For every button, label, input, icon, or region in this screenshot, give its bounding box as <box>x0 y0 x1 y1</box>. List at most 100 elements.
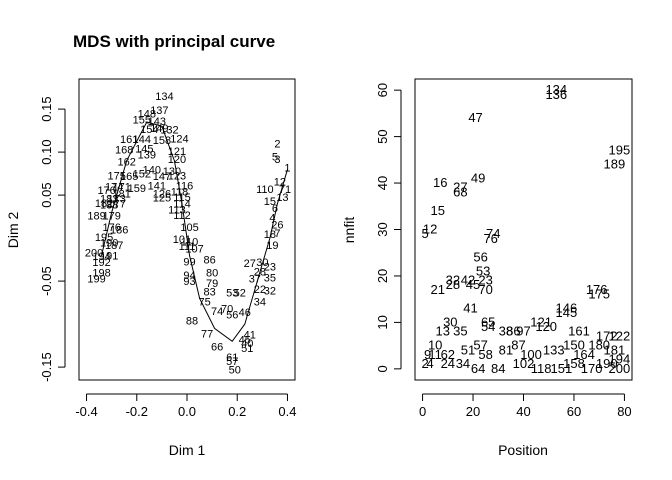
left-point-label: 88 <box>186 316 198 328</box>
left-point-label: 118 <box>171 187 189 199</box>
right-point-label: 189 <box>603 156 625 171</box>
right-x-tick-label: 80 <box>617 404 631 419</box>
left-point-label: 191 <box>100 250 118 262</box>
left-point-label: 176 <box>102 222 120 234</box>
left-point-label: 183 <box>100 194 118 206</box>
right-point-label: 32 <box>446 273 460 288</box>
left-point-label: 189 <box>87 211 105 223</box>
left-point-label: 152 <box>133 169 151 181</box>
left-point-label: 190 <box>100 237 118 249</box>
left-point-label: 28 <box>254 267 266 279</box>
left-point-label: 194 <box>92 251 110 263</box>
right-point-label: 120 <box>535 319 557 334</box>
left-point-label: 113 <box>168 205 186 217</box>
right-point-label: 133 <box>543 342 565 357</box>
right-point-label: 172 <box>596 328 618 343</box>
left-point-label: 4 <box>269 212 275 224</box>
left-point-label: 175 <box>107 170 125 182</box>
left-point-label: 173 <box>107 194 125 206</box>
right-point-label: 74 <box>486 226 500 241</box>
left-point-label: 198 <box>92 268 110 280</box>
left-point-label: 125 <box>153 193 171 205</box>
left-point-label: 12 <box>274 176 286 188</box>
right-point-label: 58 <box>478 347 492 362</box>
right-y-tick-label: 0 <box>375 365 390 372</box>
left-point-label: 132 <box>160 125 178 137</box>
left-point-label: 7 <box>274 228 280 240</box>
right-point-label: 118 <box>531 361 552 376</box>
left-point-label: 114 <box>173 199 191 211</box>
right-point-label: 23 <box>478 273 492 288</box>
left-point-label: 56 <box>226 310 238 322</box>
left-point-label: 61 <box>226 352 238 364</box>
right-y-axis-label: nnfit <box>341 217 357 244</box>
right-point-label: 15 <box>430 203 444 218</box>
left-point-label: 53 <box>226 287 238 299</box>
left-point-label: 145 <box>135 144 153 156</box>
right-point-label: 181 <box>603 342 625 357</box>
left-point-label: 79 <box>206 278 218 290</box>
left-point-label: 123 <box>168 170 186 182</box>
left-point-label: 143 <box>148 116 166 128</box>
left-point-label: 37 <box>249 274 261 286</box>
right-point-label: 30 <box>443 314 457 329</box>
left-point-label: 107 <box>185 243 203 255</box>
left-point-label: 77 <box>201 329 213 341</box>
right-point-label: 180 <box>588 338 610 353</box>
left-point-label: 34 <box>254 297 266 309</box>
right-point-label: 54 <box>481 319 495 334</box>
left-point-label: 148 <box>138 108 156 120</box>
left-point-label: 187 <box>105 240 123 252</box>
left-point-label: 101 <box>173 234 191 246</box>
left-y-tick-label: -0.05 <box>39 266 54 296</box>
right-point-label: 150 <box>563 338 585 353</box>
right-point-label: 24 <box>441 356 455 371</box>
left-point-label: 18 <box>264 229 276 241</box>
left-y-tick-label: 0.05 <box>39 182 54 207</box>
left-point-label: 94 <box>183 270 195 282</box>
left-point-label: 139 <box>138 150 156 162</box>
left-point-label: 66 <box>211 341 223 353</box>
left-point-label: 46 <box>239 307 251 319</box>
left-point-label: 32 <box>264 286 276 298</box>
right-point-label: 81 <box>499 342 513 357</box>
right-point-label: 65 <box>481 314 495 329</box>
right-point-label: 100 <box>520 347 542 362</box>
left-y-tick-label: 0.10 <box>39 139 54 164</box>
left-x-tick-label: 0.2 <box>228 404 246 419</box>
right-point-label: 151 <box>550 361 572 376</box>
right-y-tick-label: 60 <box>375 83 390 97</box>
left-point-label: 75 <box>198 297 210 309</box>
right-x-tick-label: 40 <box>516 404 530 419</box>
left-point-label: 155 <box>133 114 151 126</box>
right-point-label: 170 <box>581 361 603 376</box>
left-point-label: 116 <box>176 181 194 193</box>
left-point-label: 126 <box>153 188 171 200</box>
right-y-tick-label: 20 <box>375 269 390 283</box>
left-x-tick-label: 0.4 <box>278 404 296 419</box>
left-point-label: 1 <box>284 163 290 175</box>
left-plot-frame <box>78 78 296 381</box>
left-point-label: 141 <box>148 181 166 193</box>
right-point-label: 28 <box>446 277 460 292</box>
right-x-axis: 0 20 40 60 80 <box>419 393 632 419</box>
right-point-label: 158 <box>563 356 585 371</box>
left-point-label: 181 <box>113 188 131 200</box>
left-x-tick-label: -0.4 <box>75 404 97 419</box>
right-point-label: 97 <box>516 324 530 339</box>
right-point-label: 145 <box>556 305 578 320</box>
right-point-label: 12 <box>423 222 437 237</box>
left-point-label: 177 <box>107 199 125 211</box>
right-point-label: 161 <box>568 324 590 339</box>
left-point-label: 200 <box>85 248 103 260</box>
left-point-label: 158 <box>153 135 171 147</box>
right-point-label: 68 <box>453 184 467 199</box>
right-point-label: 195 <box>609 143 631 158</box>
left-y-axis-label: Dim 2 <box>5 212 21 249</box>
left-point-label: 71 <box>279 184 291 196</box>
left-point-label: 137 <box>150 105 168 117</box>
left-point-label: 179 <box>102 211 120 223</box>
right-point-label: 76 <box>483 231 497 246</box>
